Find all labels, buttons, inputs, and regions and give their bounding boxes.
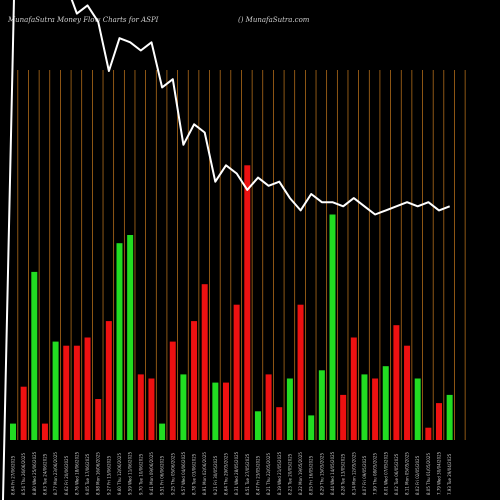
x-tick-label: 8.02 Tue 06/05/2025: [394, 453, 399, 495]
volume-bar: [254, 411, 261, 440]
chart-header-right: () MunafaSutra.com: [238, 16, 310, 24]
x-tick-label: 8.47 Fri 23/05/2025: [255, 455, 260, 495]
x-tick-label: 8.01 Wed 07/05/2025: [383, 451, 388, 495]
x-tick-label: 9.57 Wed 04/06/2025: [181, 451, 186, 495]
money-flow-series: [2, 0, 451, 500]
volume-bar: [223, 382, 229, 440]
x-tick-label: 8.62 Fri 20/06/2025: [64, 455, 69, 495]
volume-bar: [372, 378, 379, 440]
volume-bar: [286, 378, 293, 440]
volume-bar: [361, 374, 368, 440]
x-tick-label: 7.79 Wed 30/04/2025: [437, 451, 442, 495]
volume-bars: [10, 165, 453, 441]
x-tick-label: 8.14 Mon 12/05/2025: [351, 452, 356, 495]
volume-bar: [414, 378, 421, 440]
volume-bar: [308, 415, 315, 440]
x-tick-label: 8.28 Tue 13/05/2025: [341, 453, 346, 495]
x-tick-label: 8.98 Mon 16/06/2025: [96, 452, 101, 495]
volume-bar: [148, 378, 155, 440]
volume-bar: [159, 423, 166, 440]
x-tick-label: 8.63 Tue 24/06/2025: [42, 453, 47, 495]
x-axis-labels: 8.64 Fri 27/06/2025 8.54 Thu 26/06/2025 8.…: [11, 451, 453, 495]
x-tick-label: 8.07 Fri 09/05/2025: [362, 455, 367, 495]
volume-bar: [265, 374, 272, 440]
x-tick-label: 9.70 Tue 10/06/2025: [138, 453, 143, 495]
volume-bar: [95, 399, 102, 440]
chart-header-left: MunafaSutra Money Flow Charts for ASPI: [8, 16, 159, 24]
volume-bar: [127, 235, 134, 440]
volume-bar: [169, 341, 176, 440]
volume-bar: [52, 341, 59, 440]
x-tick-label: 9.21 Fri 30/05/2025: [213, 455, 218, 495]
x-tick-label: 8.80 Wed 25/06/2025: [32, 451, 37, 495]
grid-lines: [17, 70, 466, 440]
x-tick-label: 8.22 Mon 19/05/2025: [298, 452, 303, 495]
x-tick-label: 8.76 Wed 18/06/2025: [74, 451, 79, 495]
x-tick-label: 8.78 Tue 03/06/2025: [192, 453, 197, 495]
volume-bar: [73, 345, 80, 440]
volume-bar: [116, 243, 123, 440]
x-tick-label: 8.05 Thu 01/05/2025: [426, 453, 431, 495]
x-tick-label: 8.11 Mon 05/05/2025: [405, 452, 410, 495]
volume-bar: [212, 382, 219, 440]
volume-bar: [31, 271, 38, 440]
x-tick-label: 7.93 Tue 29/04/2025: [447, 453, 452, 495]
volume-bar: [201, 284, 208, 440]
volume-bar: [329, 214, 336, 440]
x-tick-label: 8.29 Thu 15/05/2025: [319, 453, 324, 495]
x-tick-label: 9.27 Fri 13/06/2025: [106, 455, 111, 495]
volume-bar: [41, 423, 48, 440]
x-tick-label: 8.51 Tue 27/05/2025: [245, 453, 250, 495]
volume-bar: [393, 325, 400, 440]
x-tick-label: 9.41 Mon 09/06/2025: [149, 452, 154, 495]
x-tick-label: 7.99 Thu 08/05/2025: [373, 453, 378, 495]
x-tick-label: 8.23 Tue 20/05/2025: [287, 453, 292, 495]
volume-bar: [436, 403, 442, 440]
volume-bar: [105, 321, 112, 440]
x-tick-label: 8.31 Wed 28/05/2025: [234, 451, 239, 495]
volume-bar: [297, 304, 304, 440]
x-tick-label: 8.02 Fri 02/05/2025: [415, 455, 420, 495]
volume-bar: [191, 321, 198, 440]
x-tick-label: 8.91 Mon 02/06/2025: [202, 452, 207, 495]
x-tick-label: 9.51 Fri 06/06/2025: [160, 455, 165, 495]
x-tick-label: 9.25 Thu 05/06/2025: [170, 453, 175, 495]
volume-bar: [340, 394, 347, 440]
volume-bar: [233, 304, 240, 440]
volume-bar: [20, 386, 27, 440]
volume-bar: [10, 423, 16, 440]
volume-bar: [382, 366, 389, 440]
x-tick-label: 8.44 Wed 14/05/2025: [330, 451, 335, 495]
x-tick-label: 9.59 Wed 11/06/2025: [128, 451, 133, 495]
money-flow-line: [2, 0, 451, 500]
x-tick-label: 8.64 Fri 27/06/2025: [11, 455, 16, 495]
x-tick-label: 8.54 Thu 26/06/2025: [21, 453, 26, 495]
volume-bar: [446, 394, 453, 440]
volume-bar: [276, 407, 283, 440]
volume-bar: [404, 345, 411, 440]
volume-bar: [350, 337, 357, 440]
x-tick-label: 8.19 Wed 21/05/2025: [277, 451, 282, 495]
volume-bar: [244, 165, 251, 441]
volume-bar: [318, 370, 325, 440]
x-tick-label: 8.64 Thu 29/05/2025: [224, 453, 229, 495]
volume-bar: [180, 374, 187, 440]
x-tick-label: 8.05 Fri 16/05/2025: [309, 455, 314, 495]
volume-bar: [137, 374, 144, 440]
volume-bar: [63, 345, 70, 440]
x-tick-label: 9.05 Tue 17/06/2025: [85, 453, 90, 495]
x-tick-label: 9.60 Thu 12/06/2025: [117, 453, 122, 495]
x-tick-label: 8.21 Thu 22/05/2025: [266, 453, 271, 495]
volume-bar: [84, 337, 91, 440]
x-tick-label: 8.77 Mon 23/06/2025: [53, 452, 58, 495]
volume-bar: [425, 427, 432, 440]
